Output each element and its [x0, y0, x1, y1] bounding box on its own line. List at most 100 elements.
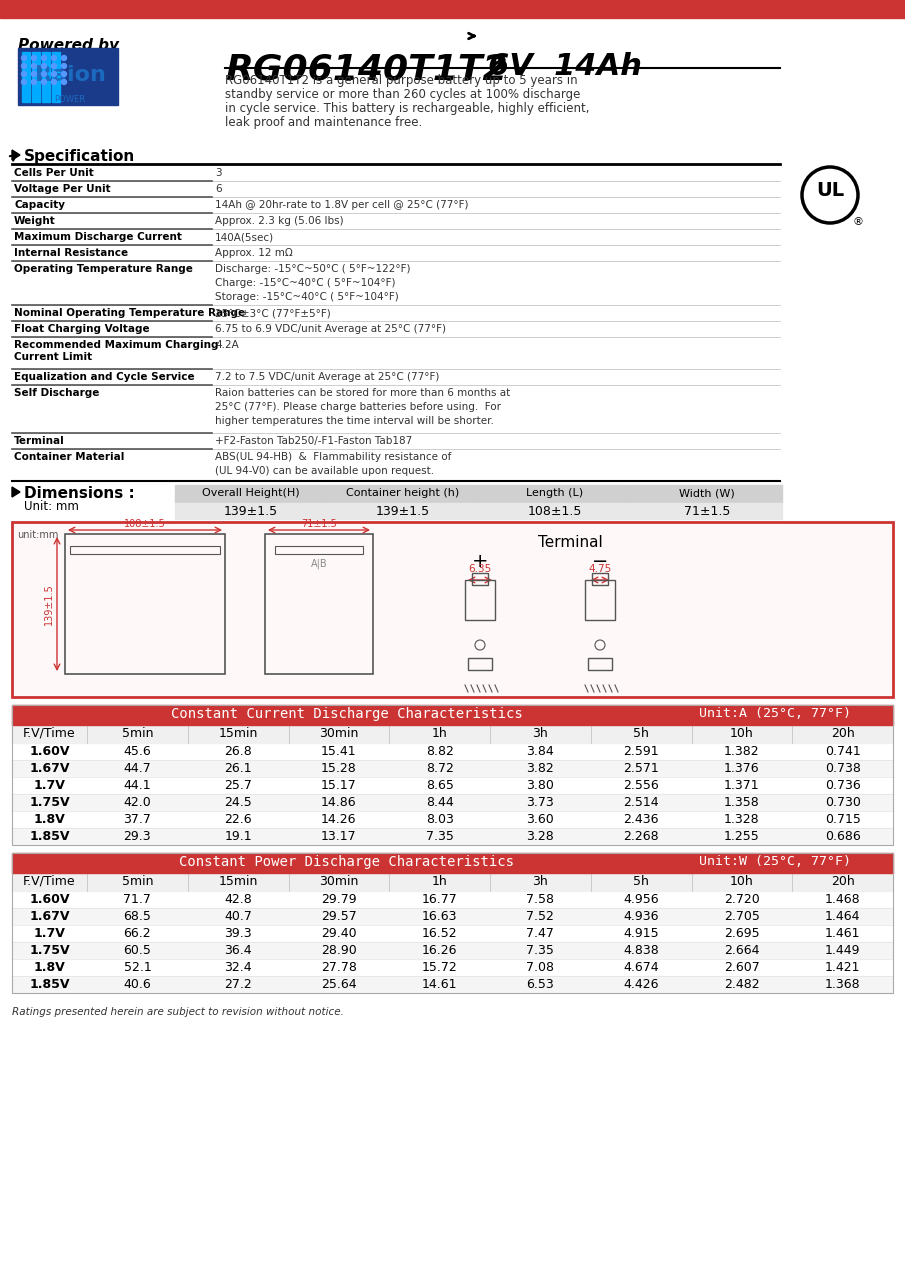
Text: 139±1.5: 139±1.5 — [224, 506, 278, 518]
Circle shape — [32, 79, 36, 84]
Bar — [327, 503, 478, 518]
Text: 71±1.5: 71±1.5 — [684, 506, 730, 518]
Bar — [631, 485, 782, 503]
Text: Recommended Maximum Charging
Current Limit: Recommended Maximum Charging Current Lim… — [14, 340, 218, 361]
Bar — [12, 852, 893, 993]
Text: Dimensions :: Dimensions : — [24, 486, 135, 500]
Text: 0.686: 0.686 — [824, 829, 861, 844]
Text: 71±1.5: 71±1.5 — [301, 518, 337, 529]
Text: 10h: 10h — [730, 727, 754, 740]
Text: 2.720: 2.720 — [724, 893, 760, 906]
Circle shape — [52, 64, 56, 69]
Text: 15min: 15min — [218, 727, 258, 740]
Text: 1h: 1h — [432, 727, 447, 740]
Text: F.V/Time: F.V/Time — [24, 727, 76, 740]
Text: RG06140T1T2: RG06140T1T2 — [225, 52, 508, 86]
Circle shape — [62, 72, 66, 77]
Text: 1.60V: 1.60V — [29, 745, 70, 758]
Text: 39.3: 39.3 — [224, 927, 252, 940]
Text: 1.421: 1.421 — [824, 961, 861, 974]
Text: 30min: 30min — [319, 727, 358, 740]
Text: ®: ® — [852, 218, 863, 227]
Bar — [32, 52, 40, 102]
Circle shape — [42, 55, 46, 60]
Text: leak proof and maintenance free.: leak proof and maintenance free. — [225, 116, 423, 129]
Bar — [12, 942, 893, 959]
Polygon shape — [12, 150, 20, 160]
Text: 2.705: 2.705 — [724, 910, 760, 923]
Text: 4.838: 4.838 — [624, 945, 659, 957]
Bar — [12, 852, 893, 873]
Bar — [592, 573, 608, 585]
Text: Container height (h): Container height (h) — [347, 488, 460, 498]
Text: Float Charging Voltage: Float Charging Voltage — [14, 324, 149, 334]
Bar — [465, 580, 495, 620]
Text: 42.0: 42.0 — [123, 796, 151, 809]
Bar — [588, 658, 612, 669]
Circle shape — [52, 55, 56, 60]
Text: 4.936: 4.936 — [624, 910, 659, 923]
Text: 2.436: 2.436 — [624, 813, 659, 826]
Bar — [12, 812, 893, 828]
Text: 32.4: 32.4 — [224, 961, 252, 974]
Text: 0.715: 0.715 — [824, 813, 861, 826]
Text: 2.482: 2.482 — [724, 978, 759, 991]
Text: unit:mm: unit:mm — [17, 530, 59, 540]
Text: 25.7: 25.7 — [224, 780, 252, 792]
Text: 29.40: 29.40 — [321, 927, 357, 940]
Text: Raion: Raion — [34, 65, 106, 84]
Text: in cycle service. This battery is rechargeable, highly efficient,: in cycle service. This battery is rechar… — [225, 102, 589, 115]
Text: 7.47: 7.47 — [527, 927, 554, 940]
Text: 36.4: 36.4 — [224, 945, 252, 957]
Text: Raion batteries can be stored for more than 6 months at: Raion batteries can be stored for more t… — [215, 388, 510, 398]
Text: 2.695: 2.695 — [724, 927, 759, 940]
Text: 4.75: 4.75 — [588, 564, 612, 573]
Text: 3.82: 3.82 — [527, 762, 554, 774]
Text: Container Material: Container Material — [14, 452, 124, 462]
Polygon shape — [12, 486, 20, 497]
Circle shape — [32, 64, 36, 69]
Bar — [65, 534, 225, 675]
Text: 14.86: 14.86 — [321, 796, 357, 809]
Text: 6.53: 6.53 — [527, 978, 554, 991]
Text: 1.371: 1.371 — [724, 780, 759, 792]
Text: 3.73: 3.73 — [527, 796, 554, 809]
Text: 68.5: 68.5 — [123, 910, 151, 923]
Text: 27.78: 27.78 — [321, 961, 357, 974]
Bar — [0, 0, 905, 18]
Text: 139±1.5: 139±1.5 — [376, 506, 430, 518]
Text: 27.2: 27.2 — [224, 978, 252, 991]
Text: 3.60: 3.60 — [527, 813, 554, 826]
Text: 1.8V: 1.8V — [33, 813, 65, 826]
Text: 26.1: 26.1 — [224, 762, 252, 774]
Circle shape — [52, 72, 56, 77]
Text: 7.58: 7.58 — [527, 893, 555, 906]
Bar — [18, 47, 118, 105]
Bar — [275, 547, 363, 554]
Bar — [12, 777, 893, 794]
Bar — [468, 658, 492, 669]
Bar — [175, 503, 326, 518]
Text: 30min: 30min — [319, 876, 358, 888]
Bar — [42, 52, 50, 102]
Text: 0.736: 0.736 — [824, 780, 861, 792]
Bar — [12, 925, 893, 942]
Text: 1.67V: 1.67V — [29, 910, 70, 923]
Text: Constant Current Discharge Characteristics: Constant Current Discharge Characteristi… — [171, 707, 523, 721]
Bar — [12, 975, 893, 993]
Bar — [12, 522, 893, 698]
Text: 4.426: 4.426 — [624, 978, 659, 991]
Text: 1.358: 1.358 — [724, 796, 760, 809]
Text: F.V/Time: F.V/Time — [24, 876, 76, 888]
Circle shape — [62, 79, 66, 84]
Text: 1.60V: 1.60V — [29, 893, 70, 906]
Text: +: + — [472, 552, 489, 571]
Circle shape — [42, 79, 46, 84]
Text: (UL 94-V0) can be available upon request.: (UL 94-V0) can be available upon request… — [215, 466, 434, 476]
Text: Voltage Per Unit: Voltage Per Unit — [14, 184, 110, 195]
Text: 1.382: 1.382 — [724, 745, 759, 758]
Text: 14.26: 14.26 — [321, 813, 357, 826]
Text: 2.664: 2.664 — [724, 945, 759, 957]
Text: Approx. 2.3 kg (5.06 lbs): Approx. 2.3 kg (5.06 lbs) — [215, 216, 344, 227]
Text: Width (W): Width (W) — [679, 488, 735, 498]
